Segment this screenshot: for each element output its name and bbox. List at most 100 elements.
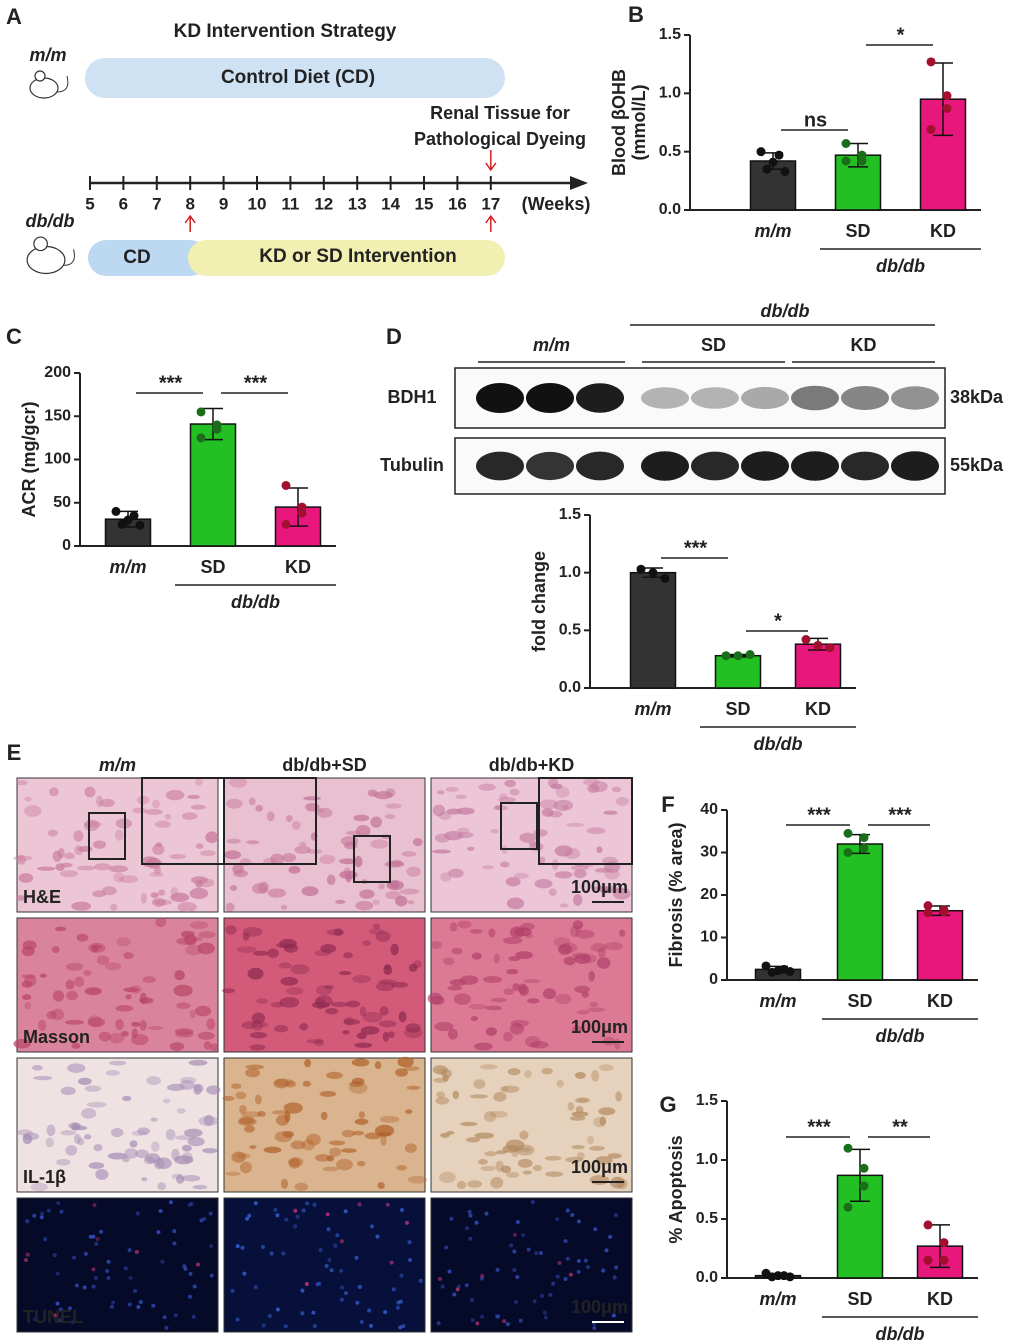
texture xyxy=(370,1224,375,1229)
texture xyxy=(467,1180,483,1188)
week-label: 11 xyxy=(281,194,299,213)
texture xyxy=(152,844,165,856)
texture xyxy=(338,858,357,865)
texture xyxy=(563,956,576,966)
texture xyxy=(500,1085,520,1093)
texture xyxy=(471,952,482,960)
texture xyxy=(524,1035,541,1048)
texture xyxy=(254,1094,262,1105)
size-label: 55kDa xyxy=(950,455,1004,475)
data-point xyxy=(761,961,771,971)
texture xyxy=(407,1240,412,1245)
texture xyxy=(91,1284,96,1289)
group-label: db/db xyxy=(761,301,810,321)
texture xyxy=(46,1010,57,1020)
texture xyxy=(587,1135,594,1145)
blot-band xyxy=(891,386,939,410)
texture xyxy=(280,1178,289,1189)
texture xyxy=(305,802,320,812)
y-tick-label: 10 xyxy=(700,929,718,946)
texture xyxy=(504,779,516,788)
x-tick-label: SD xyxy=(200,557,225,577)
data-point xyxy=(923,1255,933,1265)
texture xyxy=(412,837,423,847)
data-point xyxy=(196,433,206,443)
group-label: db/db xyxy=(754,734,803,754)
texture xyxy=(447,985,463,991)
texture xyxy=(302,1080,311,1087)
texture xyxy=(285,815,293,823)
texture xyxy=(450,922,458,932)
texture xyxy=(473,1042,493,1051)
texture xyxy=(507,1068,521,1076)
y-tick-label: 150 xyxy=(44,407,71,424)
bar xyxy=(794,643,842,689)
texture xyxy=(389,1260,394,1265)
texture xyxy=(508,956,521,962)
texture xyxy=(135,1211,140,1216)
texture xyxy=(474,1220,479,1225)
texture xyxy=(235,1091,247,1100)
texture xyxy=(444,830,464,841)
texture xyxy=(376,981,395,992)
texture xyxy=(141,1177,148,1182)
texture xyxy=(401,1324,406,1329)
texture xyxy=(576,1009,590,1015)
texture xyxy=(576,1098,588,1103)
texture xyxy=(74,976,85,987)
texture xyxy=(339,1297,344,1302)
y-tick-label: 30 xyxy=(700,844,718,861)
texture xyxy=(66,990,79,1001)
significance-label: *** xyxy=(807,1116,831,1138)
mouse-icon xyxy=(34,70,46,82)
texture xyxy=(495,1267,500,1272)
x-tick-label: KD xyxy=(285,557,311,577)
mouse-icon xyxy=(33,236,48,252)
diet-bar xyxy=(88,240,208,276)
data-point xyxy=(281,519,291,529)
texture xyxy=(319,854,336,865)
texture xyxy=(571,1111,589,1117)
week-label: 17 xyxy=(481,194,500,213)
texture xyxy=(184,934,198,946)
texture xyxy=(583,1258,588,1263)
texture xyxy=(588,970,595,982)
texture xyxy=(390,880,400,889)
texture xyxy=(84,987,102,996)
texture xyxy=(84,1134,92,1140)
inset xyxy=(538,777,633,865)
texture xyxy=(317,1281,322,1286)
texture xyxy=(226,798,243,809)
texture xyxy=(209,1273,214,1278)
texture xyxy=(306,1133,321,1146)
texture xyxy=(115,818,133,829)
texture xyxy=(24,1257,29,1262)
texture xyxy=(576,1219,581,1224)
texture xyxy=(596,846,603,854)
texture xyxy=(509,1023,524,1035)
data-point xyxy=(756,147,766,157)
y-tick-label: 1.0 xyxy=(696,1151,718,1168)
texture xyxy=(222,1095,235,1102)
data-point xyxy=(859,1163,869,1173)
data-point xyxy=(923,901,933,911)
data-point xyxy=(801,635,811,645)
texture xyxy=(418,1278,423,1283)
texture xyxy=(188,1271,193,1276)
texture xyxy=(372,923,381,929)
texture xyxy=(335,899,346,904)
y-tick-label: 1.5 xyxy=(696,1092,718,1109)
texture xyxy=(24,796,32,802)
texture xyxy=(279,938,297,949)
x-tick-label: m/m xyxy=(109,557,146,577)
texture xyxy=(532,1165,543,1172)
texture xyxy=(200,850,216,857)
red-arrow xyxy=(184,214,196,224)
data-point xyxy=(297,508,307,518)
texture xyxy=(512,1249,517,1254)
texture xyxy=(99,1229,104,1234)
data-point xyxy=(926,57,936,67)
texture xyxy=(98,1031,112,1042)
texture xyxy=(253,1201,258,1206)
texture xyxy=(359,1319,364,1324)
